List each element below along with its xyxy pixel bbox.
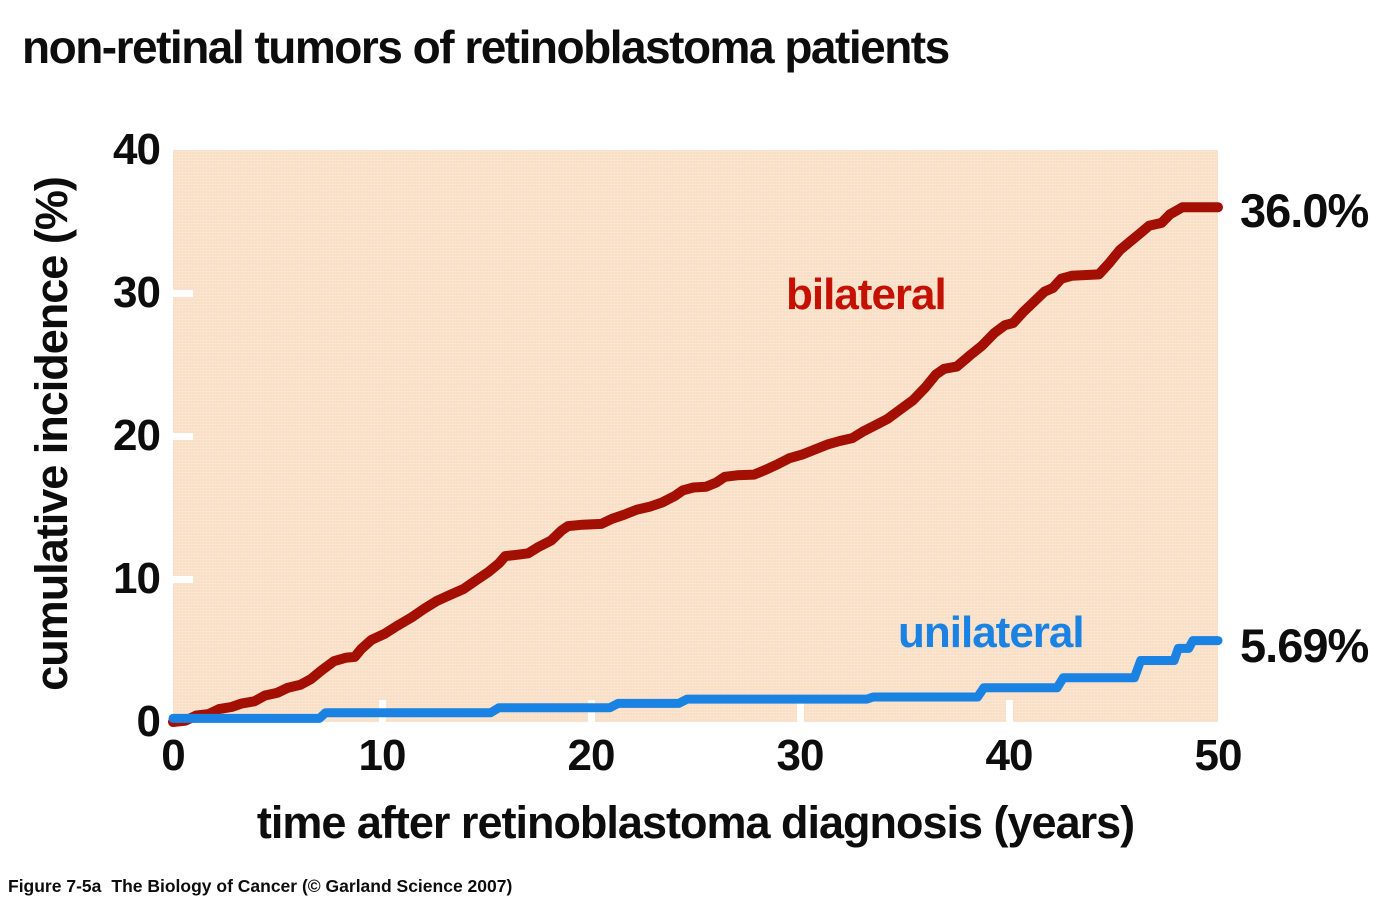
y-tick-mark-10 xyxy=(173,575,193,583)
y-tick-label-10: 10 xyxy=(113,554,161,603)
unilateral-series-label: unilateral xyxy=(898,608,1085,657)
figure-number: Figure 7-5a xyxy=(8,876,102,896)
x-tick-label-50: 50 xyxy=(1194,731,1243,780)
book-title: The Biology of Cancer (© Garland Science… xyxy=(111,876,513,896)
x-tick-mark-30 xyxy=(796,700,804,722)
unilateral-line xyxy=(168,636,1223,723)
x-tick-label-30: 30 xyxy=(776,731,825,780)
x-tick-label-0: 0 xyxy=(161,731,186,780)
y-tick-label-0: 0 xyxy=(136,697,161,746)
chart-title: non-retinal tumors of retinoblastoma pat… xyxy=(22,21,950,73)
x-tick-mark-40 xyxy=(1005,700,1013,722)
y-tick-label-30: 30 xyxy=(113,268,161,317)
y-tick-mark-30 xyxy=(173,289,193,297)
plot-area xyxy=(168,150,1223,727)
x-axis-title: time after retinoblastoma diagnosis (yea… xyxy=(256,797,1135,848)
y-tick-mark-20 xyxy=(173,432,193,440)
y-tick-label-20: 20 xyxy=(113,411,161,460)
figure-caption: Figure 7-5a The Biology of Cancer (© Garl… xyxy=(8,876,512,897)
x-tick-label-10: 10 xyxy=(358,731,407,780)
y-tick-label-40: 40 xyxy=(113,125,161,174)
bilateral-end-value: 36.0% xyxy=(1240,184,1369,237)
y-axis-title: cumulative incidence (%) xyxy=(26,177,77,691)
x-tick-label-20: 20 xyxy=(567,731,616,780)
bilateral-series-label: bilateral xyxy=(786,270,947,319)
x-tick-label-40: 40 xyxy=(985,731,1034,780)
bilateral-line xyxy=(168,202,1223,727)
series-canvas xyxy=(168,202,1223,727)
unilateral-end-value: 5.69% xyxy=(1240,619,1369,672)
